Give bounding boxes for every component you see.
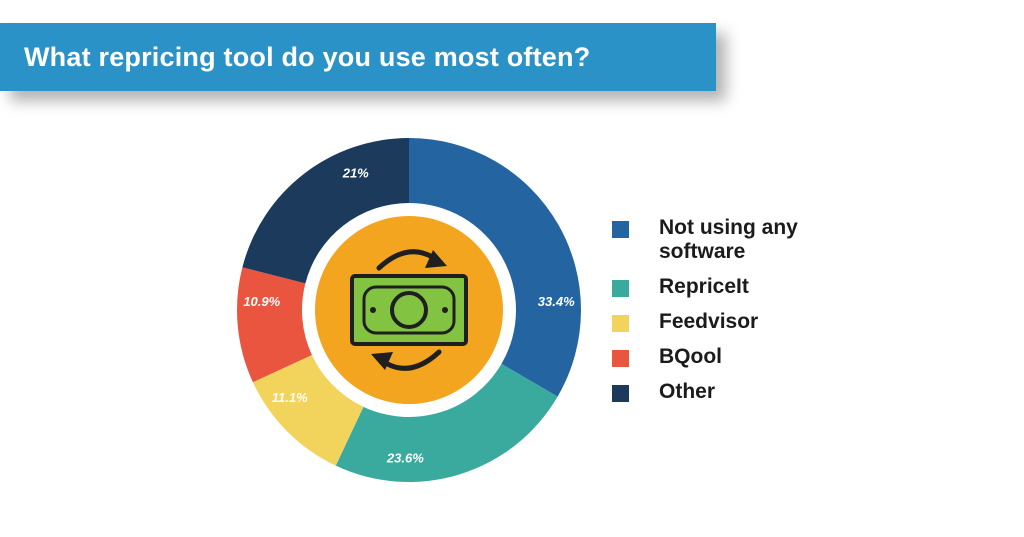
slice-not-using-any-software bbox=[409, 138, 582, 397]
chart-title: What repricing tool do you use most ofte… bbox=[24, 41, 591, 72]
legend-item-not-using: Not using any software bbox=[612, 216, 839, 264]
slice-feedvisor bbox=[252, 354, 364, 466]
donut-slices bbox=[237, 138, 582, 482]
slice-labels: 33.4% 23.6% 11.1% 10.9% 21% bbox=[243, 165, 575, 465]
legend-label: RepriceIt bbox=[659, 275, 749, 298]
slice-repriceit bbox=[335, 363, 558, 482]
slice-bqool bbox=[237, 267, 312, 383]
legend-swatch bbox=[612, 221, 629, 238]
legend-label: Feedvisor bbox=[659, 310, 759, 333]
legend-item-other: Other bbox=[612, 380, 839, 404]
slice-label-feedvisor: 11.1% bbox=[272, 390, 308, 405]
legend-label: Other bbox=[659, 380, 716, 403]
title-banner: What repricing tool do you use most ofte… bbox=[0, 23, 716, 91]
legend-swatch bbox=[612, 315, 629, 332]
slice-label-repriceit: 23.6% bbox=[386, 450, 424, 465]
money-exchange-icon bbox=[315, 216, 503, 404]
legend-swatch bbox=[612, 350, 629, 367]
legend-item-bqool: BQool bbox=[612, 345, 839, 369]
slice-label-other: 21% bbox=[342, 165, 369, 180]
slice-label-not-using-any-software: 33.4% bbox=[538, 294, 575, 309]
legend-swatch bbox=[612, 385, 629, 402]
legend-label: Not using any software bbox=[659, 216, 798, 263]
legend-swatch bbox=[612, 280, 629, 297]
slice-label-bqool: 10.9% bbox=[243, 294, 280, 309]
legend: Not using any software RepriceIt Feedvis… bbox=[612, 216, 839, 415]
legend-item-feedvisor: Feedvisor bbox=[612, 310, 839, 334]
slice-other bbox=[242, 138, 409, 284]
legend-item-repriceit: RepriceIt bbox=[612, 275, 839, 299]
legend-label: BQool bbox=[659, 345, 722, 368]
